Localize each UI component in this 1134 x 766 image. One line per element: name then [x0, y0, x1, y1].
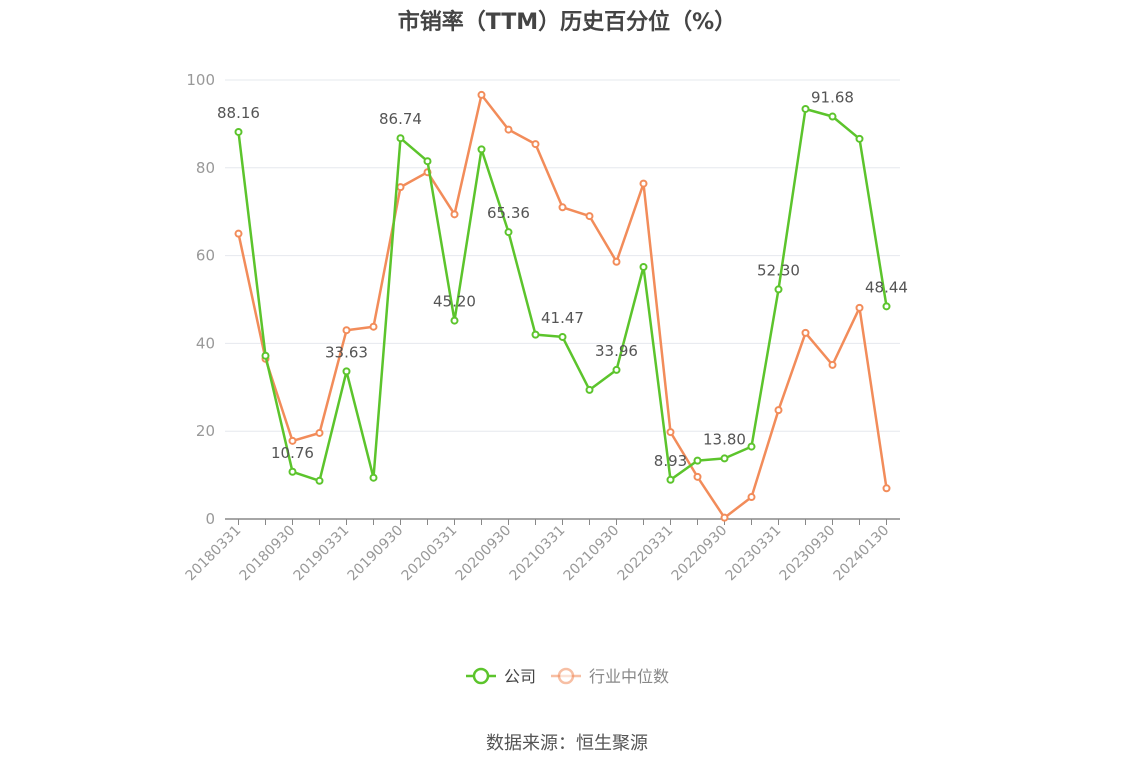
industry-median-point [396, 183, 405, 192]
industry-median-point [477, 90, 486, 99]
company-point [693, 456, 702, 465]
company-point [558, 332, 567, 341]
x-tick-label: 20180331 [183, 523, 245, 585]
industry-median-point [585, 212, 594, 221]
legend-company-label: 公司 [504, 667, 536, 686]
industry-median-point [666, 428, 675, 437]
company-point [504, 228, 513, 237]
industry-median-point [882, 484, 891, 493]
company-point [369, 473, 378, 482]
y-tick-label: 0 [205, 510, 215, 528]
y-tick-label: 100 [186, 71, 215, 89]
company-point [855, 134, 864, 143]
company-point [828, 112, 837, 121]
industry-median-point [342, 326, 351, 335]
x-tick-label: 20190331 [291, 523, 353, 585]
industry-median-point [558, 203, 567, 212]
company-point [612, 365, 621, 374]
x-tick-label: 20200331 [399, 523, 461, 585]
industry-median-point [828, 360, 837, 369]
legend-company-marker [472, 667, 490, 685]
industry-median-point [315, 428, 324, 437]
industry-median-point [801, 328, 810, 337]
data-label: 10.76 [271, 444, 314, 462]
industry-median-point [612, 257, 621, 266]
data-label: 33.63 [325, 343, 368, 361]
y-tick-label: 20 [196, 422, 215, 440]
company-point [639, 263, 648, 272]
industry-median-point [693, 472, 702, 481]
x-tick-label: 20220930 [669, 523, 731, 585]
company-point [342, 367, 351, 376]
company-point [666, 475, 675, 484]
data-label: 88.16 [217, 104, 260, 122]
industry-median-point [639, 179, 648, 188]
data-label: 8.93 [654, 452, 687, 470]
x-tick-label: 20210331 [507, 523, 569, 585]
x-tick-label: 20190930 [345, 523, 407, 585]
data-label: 45.20 [433, 293, 476, 311]
data-label: 48.44 [865, 278, 908, 296]
company-point [774, 285, 783, 294]
x-tick-label: 20240130 [831, 523, 893, 585]
x-tick-label: 20220331 [615, 523, 677, 585]
legend-industry-median-marker [557, 667, 575, 685]
data-source: 数据来源：恒生聚源 [486, 733, 648, 754]
data-label: 33.96 [595, 342, 638, 360]
company-point [288, 467, 297, 476]
industry-median-point [774, 406, 783, 415]
data-label: 91.68 [811, 89, 854, 107]
company-point [396, 134, 405, 143]
company-point [477, 145, 486, 154]
company-point [234, 127, 243, 136]
industry-median-point [720, 513, 729, 522]
company-point [747, 442, 756, 451]
data-label: 52.30 [757, 261, 800, 279]
y-tick-label: 80 [196, 159, 215, 177]
x-tick-label: 20180930 [237, 523, 299, 585]
company-point [585, 385, 594, 394]
data-label: 13.80 [703, 430, 746, 448]
x-tick-label: 20200930 [453, 523, 515, 585]
industry-median-point [855, 303, 864, 312]
company-point [801, 104, 810, 113]
company-point [882, 302, 891, 311]
company-line [237, 107, 888, 483]
industry-median-point [450, 210, 459, 219]
industry-median-point [288, 436, 297, 445]
data-label: 41.47 [541, 309, 584, 327]
industry-median-point [531, 140, 540, 149]
y-tick-label: 60 [196, 247, 215, 265]
industry-median-line [237, 93, 888, 519]
company-point [450, 316, 459, 325]
chart-title: 市销率（TTM）历史百分位（%） [397, 10, 737, 35]
x-tick-label: 20210930 [561, 523, 623, 585]
company-point [423, 157, 432, 166]
company-point [531, 330, 540, 339]
x-tick-label: 20230930 [777, 523, 839, 585]
y-tick-label: 40 [196, 334, 215, 352]
x-tick-label: 20230331 [723, 523, 785, 585]
legend-industry-median-label: 行业中位数 [589, 667, 669, 686]
industry-median-point [747, 493, 756, 502]
company-point [720, 454, 729, 463]
industry-median-point [369, 322, 378, 331]
industry-median-point [504, 125, 513, 134]
industry-median-point [234, 229, 243, 238]
company-point [261, 351, 270, 360]
company-point [315, 476, 324, 485]
data-label: 65.36 [487, 204, 530, 222]
data-label: 86.74 [379, 110, 422, 128]
